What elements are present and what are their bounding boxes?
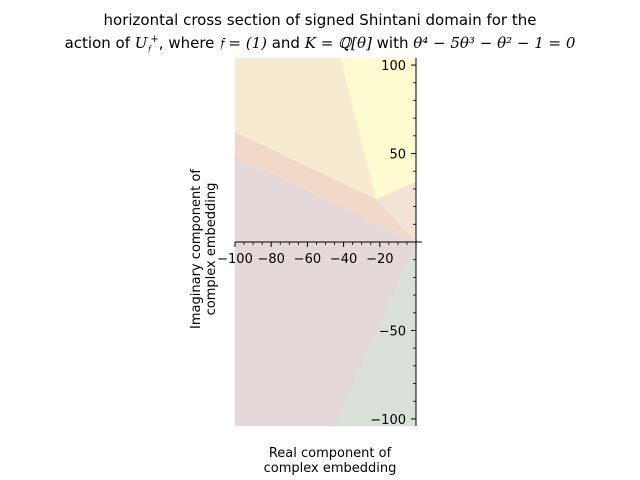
title-math-U: U𝔣+ [134, 34, 159, 55]
x-axis-label-line-2: complex embedding [263, 461, 397, 476]
title-text-with: with [371, 34, 414, 52]
y-tick-label-3: 100 [381, 59, 406, 74]
axes-layer: −100 −80 −60 −40 −20 −100 −50 50 100 [217, 58, 422, 428]
title-text-and: and [266, 34, 305, 52]
x-axis-label: Real component of complex embedding [230, 446, 430, 476]
title-math-f: 𝔣 = (1) [219, 34, 267, 52]
x-tick-label-3: −40 [330, 252, 357, 267]
x-tick-label-4: −20 [366, 252, 393, 267]
y-axis-label: Imaginary component of complex embedding [189, 169, 219, 329]
x-tick-label-0: −100 [217, 252, 253, 267]
x-tick-label-2: −60 [294, 252, 321, 267]
title-text-where: , where [158, 34, 220, 52]
regions-layer [234, 57, 417, 427]
chart-title-line-1: horizontal cross section of signed Shint… [103, 11, 537, 29]
x-tick-label-1: −80 [257, 252, 284, 267]
title-math-K: K = ℚ[θ] [304, 34, 372, 52]
y-tick-label-0: −100 [370, 413, 406, 428]
y-axis-label-line-1: Imaginary component of [189, 169, 204, 329]
x-axis-label-line-1: Real component of [268, 446, 392, 461]
y-tick-label-2: 50 [389, 148, 406, 163]
title-text-prefix: action of [64, 34, 135, 52]
chart-title-line-2: action of U𝔣+, where 𝔣 = (1) and K = ℚ[θ… [0, 34, 640, 55]
y-axis-label-line-2: complex embedding [204, 182, 219, 316]
y-tick-label-1: −50 [379, 324, 406, 339]
title-math-poly: θ⁴ − 5θ³ − θ² − 1 = 0 [413, 34, 576, 52]
